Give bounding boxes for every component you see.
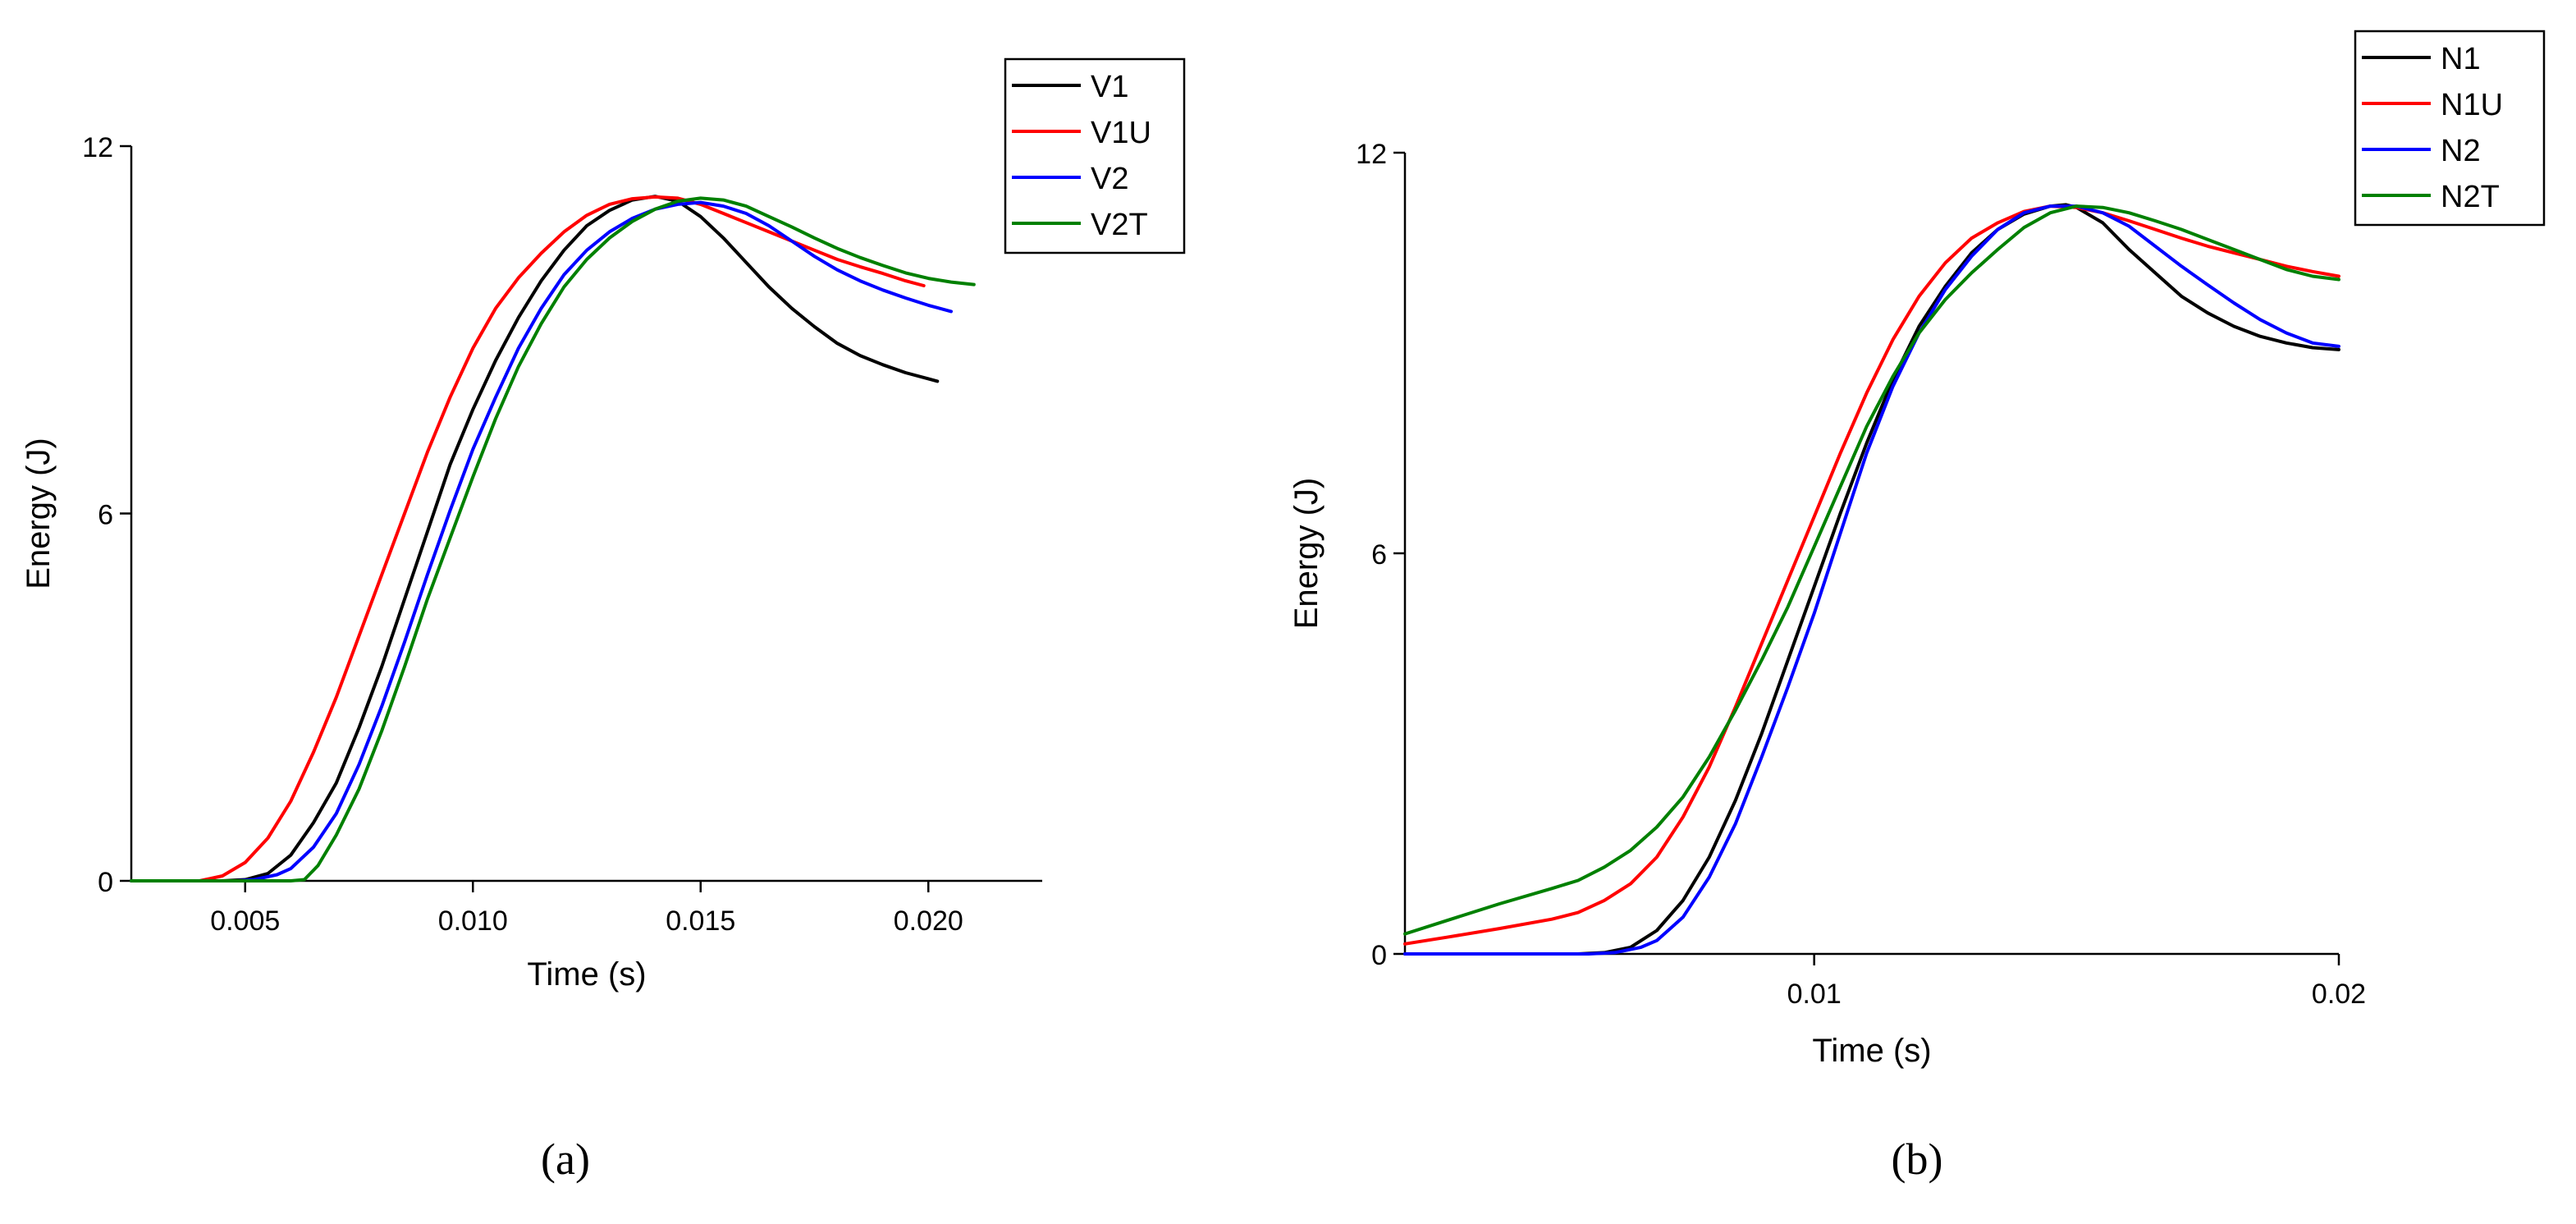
y-tick-label: 6 bbox=[1371, 539, 1387, 571]
x-tick-label: 0.005 bbox=[210, 905, 280, 937]
y-tick-label: 12 bbox=[1356, 139, 1387, 170]
y-tick-label: 6 bbox=[98, 500, 113, 531]
legend-label-v2t: V2T bbox=[1091, 208, 1148, 242]
x-tick-label: 0.010 bbox=[438, 905, 508, 937]
x-tick-label: 0.020 bbox=[894, 905, 963, 937]
legend-box bbox=[1004, 57, 1186, 254]
x-axis-label: Time (s) bbox=[527, 956, 646, 992]
series-line-v1u bbox=[130, 195, 926, 882]
x-tick-label: 0.01 bbox=[1787, 979, 1842, 1010]
y-axis-label: Energy (J) bbox=[21, 438, 57, 589]
x-tick-label: 0.015 bbox=[666, 905, 735, 937]
legend: N1 N1U N2 N2T bbox=[2354, 30, 2546, 227]
series-line-n2t bbox=[1403, 204, 2340, 936]
y-tick-label: 0 bbox=[1371, 940, 1387, 971]
series-line-n2 bbox=[1403, 204, 2340, 956]
series-line-v2 bbox=[130, 200, 953, 882]
panel-caption: (b) bbox=[1892, 1135, 1943, 1184]
x-tick-label: 0.02 bbox=[2312, 979, 2366, 1010]
x-axis-label: Time (s) bbox=[1812, 1033, 1931, 1069]
y-axis-label: Energy (J) bbox=[1288, 478, 1325, 630]
legend-label-v1u: V1U bbox=[1091, 116, 1151, 150]
legend-box bbox=[2354, 30, 2546, 227]
legend-label-n1u: N1U bbox=[2441, 88, 2503, 122]
series-line-v2t bbox=[130, 196, 976, 882]
legend-label-n2t: N2T bbox=[2441, 180, 2500, 214]
y-tick-label: 0 bbox=[98, 867, 113, 898]
series-line-n1 bbox=[1403, 203, 2340, 956]
series-line-v1 bbox=[130, 195, 940, 882]
legend-label-n1: N1 bbox=[2441, 42, 2481, 76]
legend-label-v2: V2 bbox=[1091, 162, 1128, 196]
legend: V1 V1U V2 V2T bbox=[1004, 57, 1186, 254]
legend-label-v1: V1 bbox=[1091, 70, 1128, 104]
legend-label-n2: N2 bbox=[2441, 134, 2481, 168]
series-line-n1u bbox=[1403, 204, 2340, 946]
chart-panel-a: 0 6 12 0.005 0.010 0.015 0.020 Time (s) Energy (… bbox=[21, 57, 1186, 1184]
y-tick-label: 12 bbox=[82, 132, 113, 163]
chart-panel-b: 0 6 12 0.01 0.02 Time (s) Energy (J) N1 N1U N2 N2T… bbox=[1288, 30, 2546, 1184]
panel-caption: (a) bbox=[541, 1135, 590, 1184]
